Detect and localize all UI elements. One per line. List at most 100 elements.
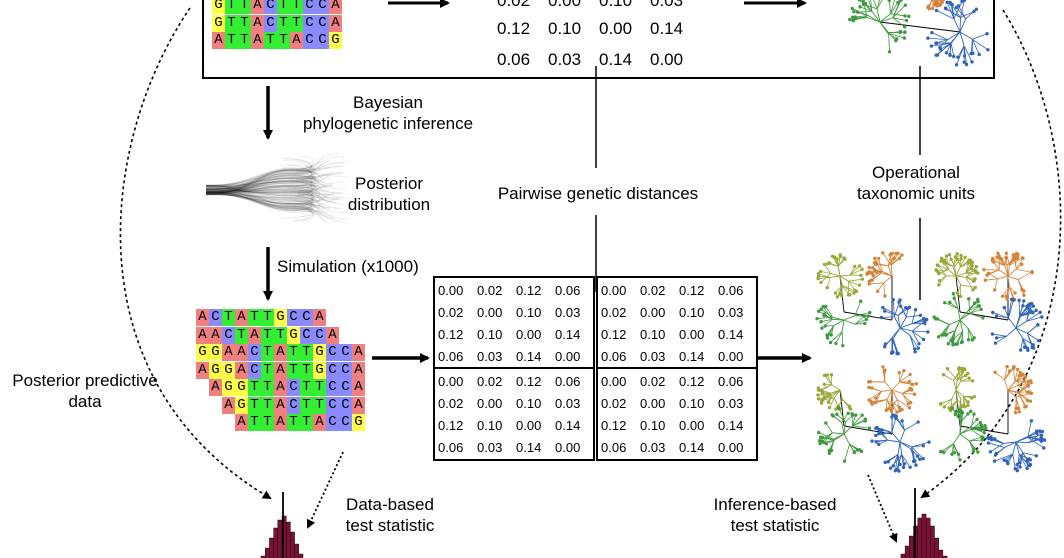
posterior-tree-line xyxy=(205,190,322,215)
posterior-tree-line xyxy=(205,165,316,195)
nucleotide: T xyxy=(222,309,235,326)
posterior-tree-line xyxy=(205,191,313,209)
posterior-tree-line xyxy=(205,176,317,196)
top-matrix-cell: 0.02 xyxy=(497,0,531,10)
nucleotide: G xyxy=(209,361,222,379)
posterior-tree-line xyxy=(205,182,317,193)
top-matrix-cell: 0.03 xyxy=(548,50,582,69)
otu-cluster xyxy=(865,251,904,298)
posterior-tree-line xyxy=(205,158,312,187)
posterior-tree-line xyxy=(205,174,327,195)
nucleotide: A xyxy=(274,396,287,414)
nucleotide: G xyxy=(222,361,235,379)
top-matrix-cell: 0.10 xyxy=(548,19,582,38)
posterior-tree-line xyxy=(205,167,312,186)
posterior-tree-line xyxy=(205,165,316,189)
nucleotide: G xyxy=(212,14,225,32)
posterior-tree-line xyxy=(205,191,315,208)
matrix-cell: 0.02 xyxy=(477,282,503,298)
posterior-tree-line xyxy=(205,177,316,192)
nucleotide: G xyxy=(209,344,222,361)
nucleotide: G xyxy=(196,344,209,361)
arc-left-dashed xyxy=(119,7,272,500)
posterior-tree-line xyxy=(205,175,317,190)
nucleotide: C xyxy=(339,379,352,396)
posterior-tree-line xyxy=(205,155,315,196)
matrix-cell: 0.14 xyxy=(679,348,705,364)
posterior-tree-line xyxy=(205,181,333,194)
nucleotide: T xyxy=(261,309,274,326)
otu-cluster xyxy=(870,413,931,473)
top-matrix-cell: 0.00 xyxy=(599,19,633,38)
matrix-cell: 0.06 xyxy=(438,348,464,364)
posterior-tree-line xyxy=(205,193,321,205)
matrix-cell: 0.02 xyxy=(438,304,464,320)
nucleotide: G xyxy=(287,326,300,344)
nucleotide: G xyxy=(352,414,365,431)
posterior-tree-line xyxy=(205,187,324,195)
label-posterior-line2: distribution xyxy=(347,195,431,214)
nucleotide: C xyxy=(326,396,339,414)
posterior-tree-line xyxy=(205,191,314,221)
matrix-cell: 0.00 xyxy=(438,373,464,389)
posterior-tree-line xyxy=(205,173,343,195)
nucleotide: T xyxy=(277,0,290,14)
matrix-cell: 0.10 xyxy=(640,417,666,433)
arrow-inference-statistic xyxy=(867,474,898,543)
matrix-row: 0.00 0.02 0.12 0.06 xyxy=(598,279,756,301)
posterior-tree-line xyxy=(205,188,347,210)
histogram-bar xyxy=(265,547,270,558)
matrix-cell: 0.03 xyxy=(718,304,744,320)
matrix-row: 0.12 0.10 0.00 0.14 xyxy=(435,323,593,345)
posterior-tree-line xyxy=(205,169,316,188)
nucleotide: A xyxy=(274,414,287,431)
posterior-tree-line xyxy=(205,184,348,193)
matrix-cell: 0.10 xyxy=(477,417,503,433)
matrix-cell: 0.10 xyxy=(679,395,705,411)
matrix-cell: 0.02 xyxy=(438,395,464,411)
posterior-tree-line xyxy=(205,186,315,217)
nucleotide: C xyxy=(316,32,329,49)
nucleotide: C xyxy=(316,0,329,14)
label-posterior-line1: Posterior xyxy=(354,174,424,193)
posterior-tree-line xyxy=(205,168,322,192)
top-matrix-cell: 0.00 xyxy=(548,0,582,10)
posterior-tree-line xyxy=(205,189,316,200)
posterior-tree-line xyxy=(205,155,325,187)
matrix-cell: 0.00 xyxy=(555,439,581,455)
matrix-cell: 0.10 xyxy=(516,304,542,320)
posterior-tree-line xyxy=(205,177,331,194)
posterior-tree-line xyxy=(205,191,314,203)
label-data-based-line2: test statistic xyxy=(345,516,435,535)
posterior-tree-line xyxy=(205,184,314,210)
posterior-tree-line xyxy=(205,190,319,205)
posterior-tree-line xyxy=(205,191,314,210)
matrix-cell: 0.06 xyxy=(438,439,464,455)
distance-matrix-1: 0.00 0.02 0.12 0.06 0.02 0.00 0.10 0.03 0.12 0.10… xyxy=(433,276,595,370)
posterior-tree-line xyxy=(205,179,317,195)
posterior-tree-line xyxy=(205,160,331,194)
top-matrix-row: 0.02 0.00 0.10 0.03 xyxy=(497,0,701,11)
posterior-tree-line xyxy=(205,188,312,219)
histogram-bar xyxy=(294,543,300,558)
matrix-cell: 0.03 xyxy=(555,304,581,320)
nucleotide: T xyxy=(248,379,261,396)
posterior-tree-line xyxy=(205,188,320,197)
posterior-tree-line xyxy=(205,190,335,203)
posterior-tree-line xyxy=(205,161,320,194)
nucleotide: T xyxy=(248,414,261,431)
posterior-tree-line xyxy=(205,190,314,222)
otu-cluster xyxy=(817,406,872,463)
otu-cluster xyxy=(939,406,988,462)
histogram-bar xyxy=(938,549,944,558)
posterior-tree-line xyxy=(205,190,313,211)
nucleotide: A xyxy=(274,379,287,396)
top-matrix-cell: 0.12 xyxy=(497,19,531,38)
posterior-tree-line xyxy=(205,193,330,209)
posterior-tree-line xyxy=(205,185,330,210)
posterior-tree-line xyxy=(205,176,317,188)
posterior-tree-line xyxy=(205,179,315,197)
histogram-bar xyxy=(290,531,295,558)
posterior-tree-line xyxy=(205,173,330,194)
